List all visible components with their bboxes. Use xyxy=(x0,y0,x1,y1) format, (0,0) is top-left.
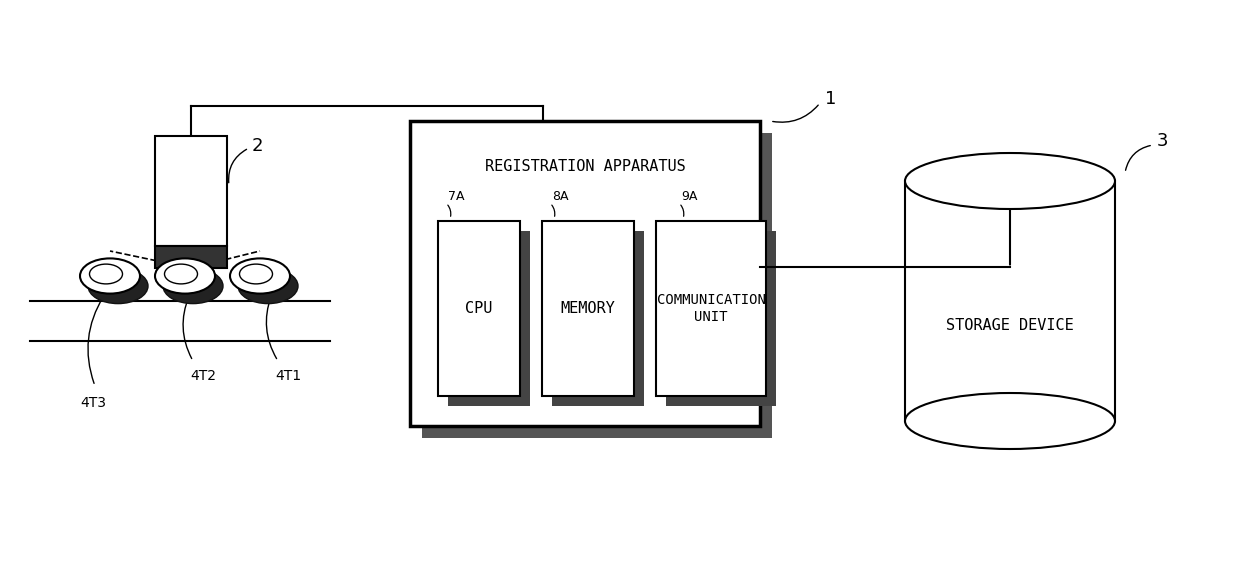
Ellipse shape xyxy=(238,268,298,303)
Bar xyxy=(656,221,766,396)
Ellipse shape xyxy=(229,259,290,294)
FancyArrowPatch shape xyxy=(88,297,103,383)
Text: 9A: 9A xyxy=(681,190,697,203)
Bar xyxy=(552,231,644,406)
Ellipse shape xyxy=(905,393,1115,449)
Bar xyxy=(448,231,529,406)
Ellipse shape xyxy=(81,259,140,294)
Bar xyxy=(905,181,1115,421)
Bar xyxy=(410,121,760,426)
Bar xyxy=(422,133,773,438)
Ellipse shape xyxy=(162,268,223,303)
Text: MEMORY: MEMORY xyxy=(560,301,615,316)
FancyArrowPatch shape xyxy=(267,297,277,359)
Ellipse shape xyxy=(88,268,148,303)
Text: REGISTRATION APPARATUS: REGISTRATION APPARATUS xyxy=(485,158,686,174)
Bar xyxy=(155,246,227,268)
Bar xyxy=(542,221,634,396)
Ellipse shape xyxy=(905,153,1115,209)
FancyArrowPatch shape xyxy=(773,105,818,122)
FancyArrowPatch shape xyxy=(1126,145,1151,170)
Text: CPU: CPU xyxy=(465,301,492,316)
Text: 1: 1 xyxy=(825,90,836,108)
Text: 8A: 8A xyxy=(552,190,568,203)
Bar xyxy=(155,136,227,246)
FancyArrowPatch shape xyxy=(448,205,451,216)
Text: 2: 2 xyxy=(252,137,263,155)
Text: COMMUNICATION
UNIT: COMMUNICATION UNIT xyxy=(656,293,765,324)
Bar xyxy=(438,221,520,396)
Ellipse shape xyxy=(155,259,215,294)
Text: STORAGE DEVICE: STORAGE DEVICE xyxy=(946,318,1074,332)
FancyArrowPatch shape xyxy=(681,205,683,216)
Text: 3: 3 xyxy=(1157,132,1168,150)
Text: 4T1: 4T1 xyxy=(275,369,301,383)
Text: 7A: 7A xyxy=(448,190,465,203)
FancyArrowPatch shape xyxy=(184,297,192,358)
Text: 4T3: 4T3 xyxy=(81,396,105,410)
Bar xyxy=(666,231,776,406)
FancyArrowPatch shape xyxy=(552,205,554,216)
FancyArrowPatch shape xyxy=(228,149,247,183)
Text: 4T2: 4T2 xyxy=(190,369,216,383)
